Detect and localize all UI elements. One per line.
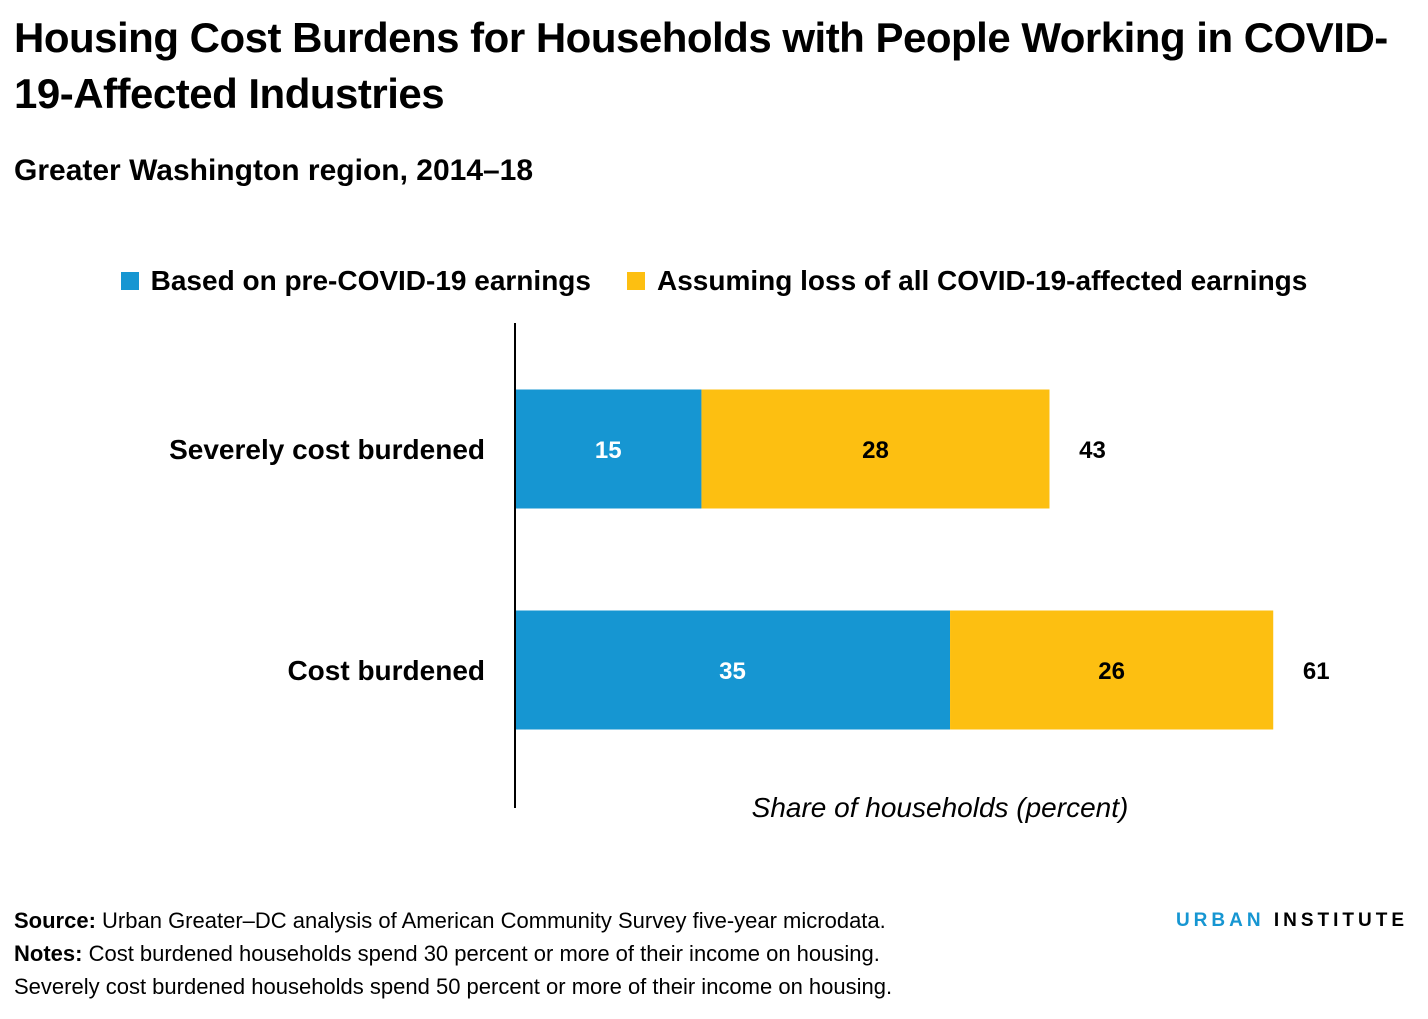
bar-total-label: 61 [1303, 658, 1330, 685]
bar-total-label: 43 [1079, 437, 1106, 464]
bar-segment [515, 610, 951, 730]
logo-urban: URBAN [1175, 910, 1265, 931]
bar-value-label: 26 [1098, 658, 1125, 685]
bar-value-label: 15 [595, 437, 622, 464]
legend-item-loss: Assuming loss of all COVID-19-affected e… [626, 265, 1308, 297]
notes-line-2: Severely cost burdened households spend … [14, 974, 893, 999]
legend-item-pre-covid: Based on pre-COVID-19 earnings [120, 265, 591, 297]
bar-segment [515, 389, 702, 509]
bar-segment [950, 610, 1274, 730]
legend-label-pre-covid: Based on pre-COVID-19 earnings [150, 265, 591, 296]
notes-text: Cost burdened households spend 30 percen… [82, 941, 880, 966]
chart-subtitle: Greater Washington region, 2014–18 [14, 154, 534, 187]
category-label: Cost burdened [287, 655, 485, 686]
legend: Based on pre-COVID-19 earnings Assuming … [0, 265, 1428, 297]
legend-swatch-yellow [626, 272, 645, 290]
notes-line: Notes: Cost burdened households spend 30… [14, 937, 892, 970]
legend-label-loss: Assuming loss of all COVID-19-affected e… [656, 265, 1308, 296]
chart-title: Housing Cost Burdens for Households with… [14, 14, 1388, 117]
notes-label: Notes: [14, 941, 83, 966]
footer-notes: Source: Urban Greater–DC analysis of Ame… [14, 904, 892, 1003]
bar-segment [701, 389, 1050, 509]
x-axis-label: Share of households (percent) [751, 792, 1129, 823]
legend-swatch-blue [120, 272, 139, 290]
source-line: Source: Urban Greater–DC analysis of Ame… [14, 904, 892, 937]
logo-institute: INSTITUTE [1273, 910, 1408, 931]
source-label: Source: [14, 908, 96, 933]
bar-value-label: 28 [862, 437, 889, 464]
bar-value-label: 35 [719, 658, 746, 685]
source-text: Urban Greater–DC analysis of American Co… [95, 908, 886, 933]
category-label: Severely cost burdened [169, 434, 485, 465]
urban-institute-logo: URBAN INSTITUTE [1176, 910, 1408, 932]
